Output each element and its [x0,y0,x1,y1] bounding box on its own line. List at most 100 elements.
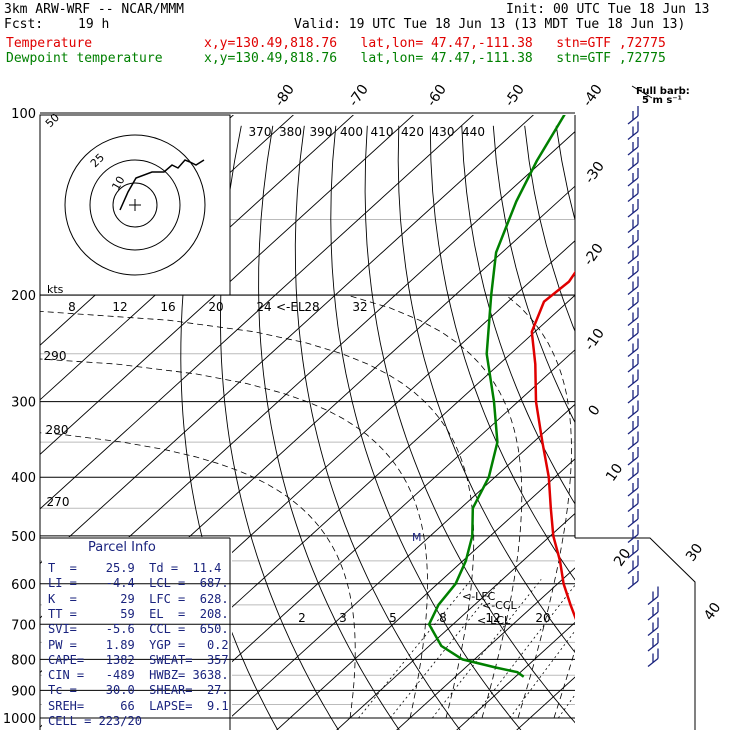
isotherm-line [40,115,354,401]
mixing-ratio-line [557,694,575,719]
theta-label: 390 [310,125,333,139]
pressure-tick-label: 300 [11,396,36,411]
wind-speed-tick: 20 [208,300,223,314]
sounding-profiles [427,115,575,678]
barb-legend-value: 5 m s⁻¹ [642,95,682,106]
isotherm-line [156,349,575,730]
isotherm-line [216,403,575,730]
mixing-ratio-line [389,579,502,719]
wind-barbs [627,106,659,668]
temperature-profile [530,270,575,621]
parcel-info-line: CELL = 223/20 [48,714,142,728]
theta-label: 370 [249,125,272,139]
pressure-tick-label: 400 [11,471,36,486]
wind-speed-tick: 24 [256,300,271,314]
pressure-tick-label: 900 [11,684,36,699]
hodograph-ring [89,159,181,251]
isotherm-line [40,115,534,565]
parcel-info-line: SVI= -5.6 CCL = 650. [48,622,229,637]
model-title: 3km ARW-WRF -- NCAR/MMM [4,2,185,17]
isotherm-line [40,131,575,619]
pressure-tick-label: 800 [11,653,36,668]
dry-adiabat [397,125,575,654]
forecast-label: Fcst: [4,17,44,32]
moist-adiabat [553,648,575,719]
barb-legend-staff [631,85,653,99]
temperature-legend: Temperature [6,36,93,51]
wind-speed-tick: 28 [304,300,319,314]
lcl-label: <-CCL [482,599,518,612]
parcel-info-title: Parcel Info [88,540,156,555]
isotherm-label: -50 [502,82,528,110]
mixing-ratio-line [431,579,542,719]
dry-adiabat [682,126,740,731]
moist-adiabat [40,358,428,719]
theta-label: 420 [401,125,424,139]
dry-adiabat [555,125,575,222]
isotherm-label: 40 [701,600,724,624]
isotherm-line [636,100,740,731]
isotherm-line [696,100,740,731]
dewpoint-legend: Dewpoint temperature [6,51,163,66]
theta-label: 430 [432,125,455,139]
wind-speed-tick: 16 [160,300,175,314]
barb-legend-title: Full barb: [636,86,690,97]
forecast-hour: 19 h [78,17,110,32]
mixing-ratio-label: 3 [339,611,347,625]
theta-label: 380 [279,125,302,139]
moist-adiabat [505,294,572,719]
dry-adiabat [220,125,339,730]
right-boundary [575,537,696,730]
dry-adiabat [588,126,740,731]
plot-boundaries [39,112,696,730]
dry-adiabat [461,125,575,505]
pressure-tick-label: 700 [11,618,36,633]
isotherm-line [456,621,575,730]
parcel-info-line: TT = 59 EL = 208. [48,606,229,621]
isotherm-label: 10 [603,461,626,485]
isotherm-label: -40 [580,82,606,110]
el-label: <-EL [276,300,305,314]
mixing-ratio-label: 2 [298,611,306,625]
isotherm-label: -30 [582,159,608,187]
theta-label: 400 [340,125,363,139]
dry-adiabat [714,126,740,731]
isotherm-line [336,512,575,730]
pressure-tick-label: 200 [11,289,36,304]
dry-adiabat [258,125,400,730]
dry-adiabat-label: 280 [46,423,69,437]
dewpoint-profile [427,115,566,678]
hodograph-trace [119,159,205,211]
mixing-ratio-line [358,579,472,719]
mixing-ratio-line [509,630,575,719]
pressure-tick-label: 100 [11,107,36,122]
dry-adiabat [619,126,740,731]
lcl-label: <-LFC [462,590,496,603]
parcel-info-box [42,537,232,730]
mixing-ratio-line [472,584,575,719]
mixing-ratio-label: 5 [389,611,397,625]
isotherm-label: -80 [272,82,298,110]
isotherm-label: -60 [424,82,450,110]
dry-adiabat [294,125,461,730]
mixing-ratio-label: 8 [439,611,447,625]
dry-adiabat [330,125,522,730]
parcel-info-line: T = 25.9 Td = 11.4 [48,561,222,575]
dry-adiabat-label: 270 [47,495,70,509]
dewpoint-location: x,y=130.49,818.76 lat,lon= 47.47,-111.38… [204,51,666,66]
parcel-info-line: Tc = 30.0 SHEAR= 27. [48,683,229,698]
parcel-info-line: CIN = -489 HWBZ= 3638. [48,668,229,683]
isotherm-label: 20 [611,546,634,570]
init-time: Init: 00 UTC Tue 18 Jun 13 [506,2,710,17]
wind-speed-tick: 12 [112,300,127,314]
isotherm-line [516,676,575,730]
wind-speed-tick: 8 [68,300,76,314]
moist-adiabat [346,294,523,719]
lcl-label: <-LCL [477,614,511,627]
hodograph-ring-label: 10 [109,174,127,193]
dry-adiabat [492,125,575,424]
theta-label: 440 [462,125,485,139]
isotherm-label: -70 [346,82,372,110]
pressure-tick-label: 600 [11,578,36,593]
